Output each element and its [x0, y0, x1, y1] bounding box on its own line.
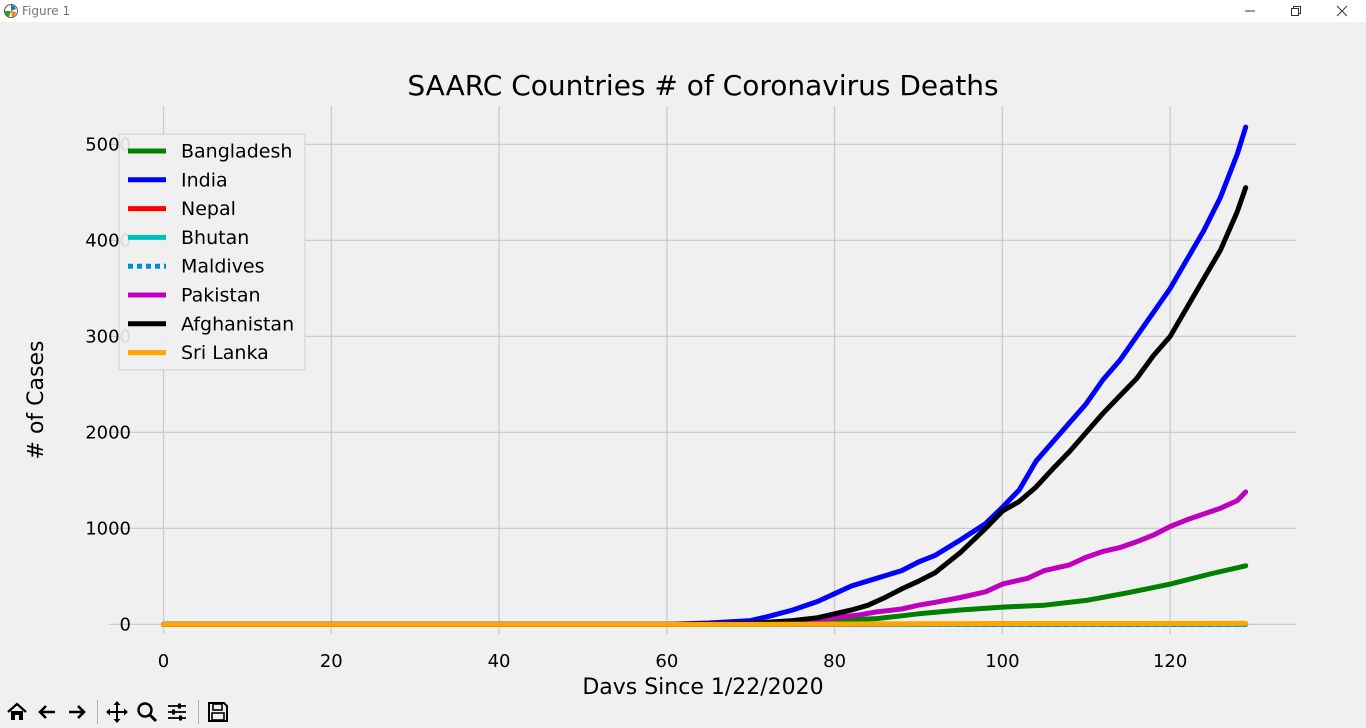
- y-tick-label: 2000: [85, 422, 131, 443]
- legend-label: Bangladesh: [181, 141, 292, 163]
- series-line-pakistan: [161, 489, 1249, 627]
- legend-label: Maldives: [181, 256, 265, 278]
- zoom-button[interactable]: [133, 698, 161, 726]
- configure-subplots-button[interactable]: [163, 698, 191, 726]
- pan-icon: [106, 701, 128, 723]
- zoom-icon: [137, 702, 158, 723]
- minimize-icon: [1245, 10, 1255, 12]
- plot-lines: [161, 124, 1249, 627]
- save-button[interactable]: [204, 698, 232, 726]
- grid-lines: [109, 106, 1296, 634]
- x-tick-label: 20: [320, 651, 343, 672]
- back-icon: [38, 705, 55, 719]
- series-line-afghanistan: [161, 185, 1249, 627]
- legend-label: Sri Lanka: [181, 342, 269, 364]
- restore-icon: [1291, 6, 1301, 16]
- legend-frame: [118, 133, 306, 371]
- x-axis-label: Davs Since 1/22/2020: [582, 675, 823, 696]
- y-axis-label: # of Cases: [24, 341, 49, 460]
- x-tick-label: 80: [823, 651, 846, 672]
- forward-icon: [69, 705, 86, 719]
- close-button[interactable]: [1319, 0, 1365, 22]
- y-tick-label: 0: [120, 614, 131, 635]
- home-icon: [7, 702, 27, 720]
- back-button[interactable]: [33, 698, 61, 726]
- legend-label: Bhutan: [181, 227, 249, 249]
- toolbar-separator: [198, 700, 199, 724]
- window-titlebar: Figure 1: [0, 0, 1366, 22]
- legend: Bangladesh India Nepal Bhutan Maldives Pakist…: [118, 133, 306, 371]
- x-tick-label: 40: [488, 651, 511, 672]
- matplotlib-app-icon: [4, 4, 18, 18]
- legend-label: India: [181, 169, 228, 191]
- window-title: Figure 1: [22, 4, 71, 18]
- series-line-sri-lanka: [161, 620, 1249, 627]
- legend-label: Nepal: [181, 198, 236, 220]
- legend-label: Pakistan: [181, 285, 261, 307]
- legend-label: Afghanistan: [181, 313, 294, 335]
- save-icon: [208, 702, 228, 722]
- minimize-button[interactable]: [1227, 0, 1273, 22]
- close-icon: [1336, 5, 1348, 17]
- toolbar-separator: [97, 700, 98, 724]
- x-tick-label: 120: [1153, 651, 1187, 672]
- home-button[interactable]: [3, 698, 31, 726]
- x-tick-label: 60: [655, 651, 678, 672]
- restore-button[interactable]: [1273, 0, 1319, 22]
- y-tick-label: 1000: [85, 518, 131, 539]
- navigation-toolbar: [0, 696, 240, 728]
- x-tick-label: 100: [985, 651, 1019, 672]
- x-tick-label: 0: [158, 651, 169, 672]
- series-line-india: [161, 124, 1249, 627]
- chart-title: SAARC Countries # of Coronavirus Deaths: [407, 69, 998, 102]
- configure-subplots-icon: [168, 703, 186, 721]
- forward-button[interactable]: [63, 698, 91, 726]
- series-line-bangladesh: [161, 563, 1249, 627]
- pan-button[interactable]: [103, 698, 131, 726]
